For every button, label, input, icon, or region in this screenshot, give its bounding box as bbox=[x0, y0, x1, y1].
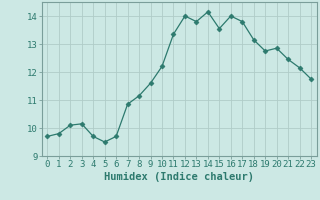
X-axis label: Humidex (Indice chaleur): Humidex (Indice chaleur) bbox=[104, 172, 254, 182]
